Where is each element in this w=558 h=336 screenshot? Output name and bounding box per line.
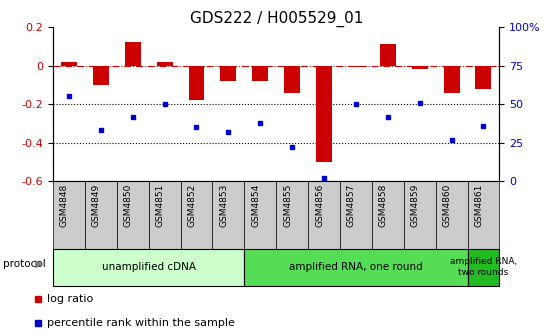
- Text: amplified RNA,
two rounds: amplified RNA, two rounds: [450, 257, 517, 277]
- Text: GSM4857: GSM4857: [347, 183, 356, 227]
- Bar: [436, 181, 468, 249]
- Text: percentile rank within the sample: percentile rank within the sample: [47, 318, 235, 328]
- Bar: [220, 66, 237, 81]
- Text: GSM4853: GSM4853: [219, 183, 228, 227]
- Text: GSM4859: GSM4859: [411, 183, 420, 227]
- Bar: [85, 181, 117, 249]
- Bar: [93, 66, 109, 85]
- Bar: [189, 66, 204, 100]
- Bar: [53, 249, 244, 286]
- Text: GSM4856: GSM4856: [315, 183, 324, 227]
- Text: GSM4849: GSM4849: [92, 183, 101, 227]
- Bar: [252, 66, 268, 81]
- Bar: [148, 181, 181, 249]
- Bar: [475, 66, 492, 89]
- Bar: [61, 62, 77, 66]
- Bar: [444, 66, 460, 92]
- Bar: [468, 249, 499, 286]
- Text: protocol: protocol: [3, 259, 46, 269]
- Bar: [244, 249, 468, 286]
- Text: unamplified cDNA: unamplified cDNA: [102, 262, 196, 272]
- Bar: [316, 66, 332, 162]
- Bar: [157, 62, 172, 66]
- Text: amplified RNA, one round: amplified RNA, one round: [289, 262, 423, 272]
- Bar: [213, 181, 244, 249]
- Text: GSM4852: GSM4852: [187, 183, 196, 227]
- Bar: [380, 44, 396, 66]
- Bar: [284, 66, 300, 92]
- Text: GSM4854: GSM4854: [251, 183, 260, 227]
- Bar: [276, 181, 308, 249]
- Text: GSM4851: GSM4851: [156, 183, 165, 227]
- Bar: [308, 181, 340, 249]
- Bar: [117, 181, 148, 249]
- Bar: [340, 181, 372, 249]
- Bar: [53, 181, 85, 249]
- Bar: [468, 181, 499, 249]
- Bar: [412, 66, 427, 69]
- Text: GSM4855: GSM4855: [283, 183, 292, 227]
- Title: GDS222 / H005529_01: GDS222 / H005529_01: [190, 11, 363, 27]
- Bar: [348, 66, 364, 68]
- Bar: [125, 42, 141, 66]
- Bar: [372, 181, 404, 249]
- Text: GSM4848: GSM4848: [60, 183, 69, 227]
- Text: log ratio: log ratio: [47, 294, 93, 304]
- Text: GSM4858: GSM4858: [379, 183, 388, 227]
- Bar: [244, 181, 276, 249]
- Bar: [404, 181, 436, 249]
- Text: GSM4860: GSM4860: [442, 183, 451, 227]
- Bar: [181, 181, 213, 249]
- Text: GSM4850: GSM4850: [124, 183, 133, 227]
- Text: ▶: ▶: [35, 259, 44, 269]
- Text: GSM4861: GSM4861: [474, 183, 483, 227]
